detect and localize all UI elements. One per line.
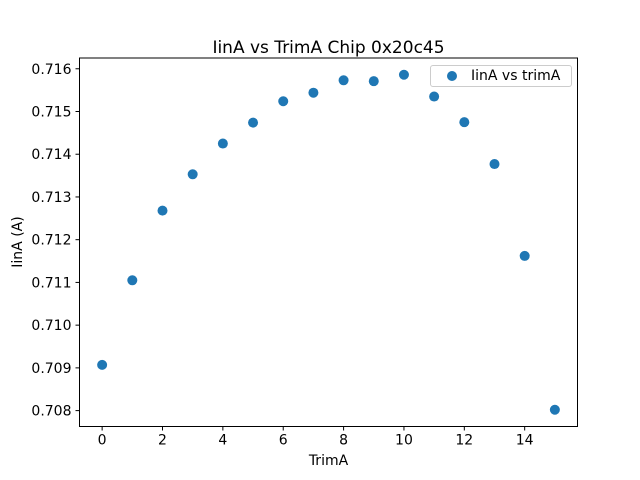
y-tick-label: 0.710 [31,318,71,334]
x-tick-label: 4 [218,433,227,449]
y-tick-label: 0.711 [31,275,71,291]
data-point [97,359,108,370]
data-point [157,205,168,216]
y-tick-label: 0.713 [31,190,71,206]
x-tick-label: 8 [339,433,348,449]
y-tick-label: 0.715 [31,104,71,120]
data-point [338,75,349,86]
axes-layer: 0 2 4 6 8 10 12 14 0.708 0.709 0.710 0.711 0.712 0.71… [31,57,578,449]
plot-area-spines [79,57,578,427]
y-tick-label: 0.716 [31,62,71,78]
data-point [549,404,560,415]
data-point [368,76,379,87]
scatter-series [97,69,560,415]
data-point [127,275,138,286]
legend: IinA vs trimA [430,65,572,87]
legend-marker-icon [447,71,457,81]
y-tick-label: 0.714 [31,147,71,163]
y-tick-label: 0.712 [31,233,71,249]
x-tick-label: 12 [455,433,473,449]
chart-title: IinA vs TrimA Chip 0x20c45 [212,38,445,58]
data-point [217,138,228,149]
y-tick-label: 0.709 [31,361,71,377]
data-point [429,91,440,102]
data-point [519,250,530,261]
data-point [278,96,289,107]
x-tick-label: 10 [395,433,413,449]
legend-label: IinA vs trimA [471,68,561,84]
data-point [459,117,470,128]
data-point [308,87,319,98]
data-point [489,159,500,170]
data-point [187,169,198,180]
x-tick-label: 6 [279,433,288,449]
y-tick-label: 0.708 [31,404,71,420]
y-axis-label: IinA (A) [10,216,26,268]
x-tick-label: 0 [98,433,107,449]
data-point [398,69,409,80]
x-tick-label: 14 [516,433,534,449]
x-tick-label: 2 [158,433,167,449]
x-axis-label: TrimA [308,453,349,469]
data-point [248,117,259,128]
